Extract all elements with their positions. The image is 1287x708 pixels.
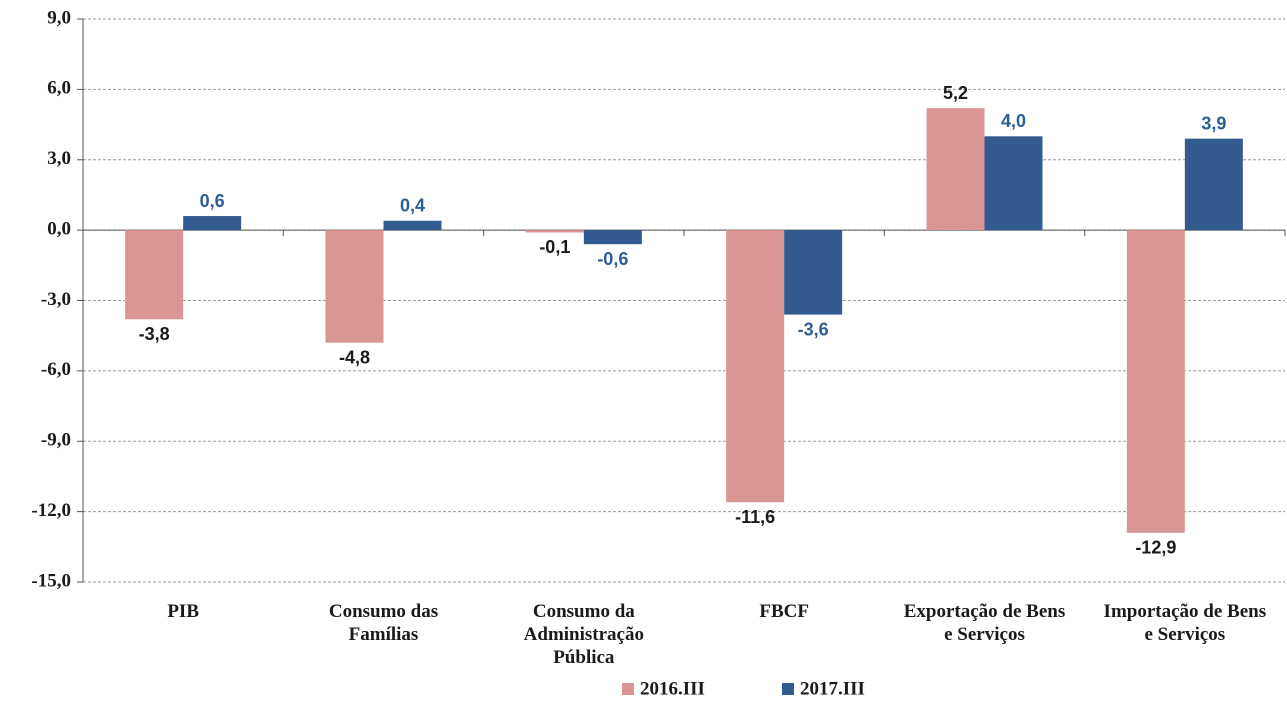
legend-label: 2017.III (800, 678, 865, 699)
value-label: -12,9 (1135, 537, 1176, 557)
y-tick-label: 6,0 (47, 78, 71, 99)
bar (383, 220, 442, 231)
bar (926, 108, 985, 231)
value-label: 3,9 (1201, 113, 1226, 133)
legend-swatch (622, 683, 634, 695)
x-tick-label: Exportação de Bens e Serviços (903, 601, 1066, 645)
legend-swatch (782, 683, 794, 695)
bar (125, 230, 184, 320)
bar (325, 230, 384, 343)
value-label: 5,2 (943, 83, 968, 103)
value-label: -0,6 (597, 249, 628, 269)
x-tick-label: Consumo das Famílias (328, 601, 439, 645)
y-tick-label: 3,0 (47, 148, 71, 169)
legend-label: 2016.III (640, 678, 705, 699)
x-tick-label: Importação de Bens e Serviços (1103, 601, 1267, 645)
bar (726, 230, 785, 503)
value-label: -3,8 (139, 324, 170, 344)
y-tick-label: -6,0 (41, 359, 71, 380)
y-tick-label: -3,0 (41, 289, 71, 310)
y-tick-label: 9,0 (47, 7, 71, 28)
y-tick-label: -15,0 (31, 570, 71, 591)
bar (1184, 138, 1243, 231)
x-tick-label: Consumo da Administração Pública (523, 601, 644, 668)
bar (784, 230, 843, 315)
x-tick-label: PIB (167, 601, 199, 622)
bar (984, 136, 1043, 231)
value-label: -4,8 (339, 347, 370, 367)
value-label: 0,4 (400, 195, 425, 215)
y-tick-label: 0,0 (47, 218, 71, 239)
value-label: -11,6 (735, 507, 775, 527)
value-label: 4,0 (1001, 111, 1026, 131)
x-tick-label: FBCF (759, 601, 809, 622)
value-label: 0,6 (200, 191, 225, 211)
y-tick-label: -12,0 (31, 500, 71, 521)
bar (583, 230, 642, 245)
y-tick-label: -9,0 (41, 430, 71, 451)
value-label: -0,1 (539, 237, 570, 257)
bar (525, 230, 584, 233)
bar (183, 216, 242, 231)
bar (1126, 230, 1185, 533)
value-label: -3,6 (798, 319, 829, 339)
